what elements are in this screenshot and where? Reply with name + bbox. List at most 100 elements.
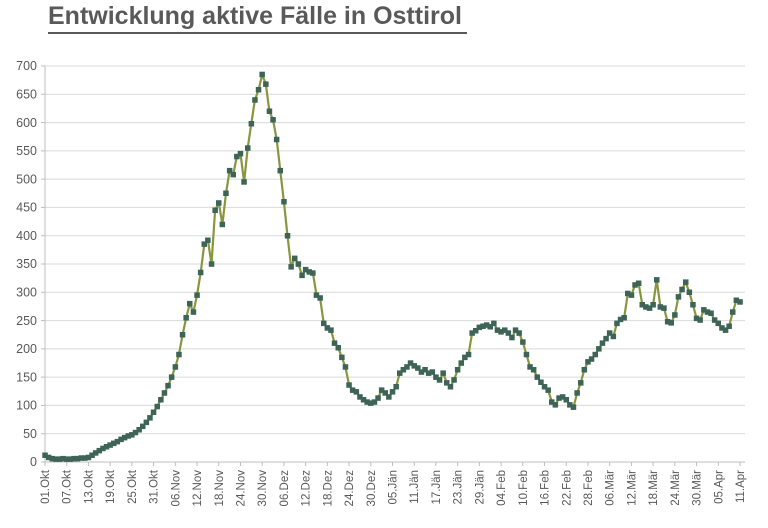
data-point — [281, 199, 287, 205]
data-point — [136, 427, 142, 433]
data-point — [425, 370, 432, 376]
data-point — [473, 328, 479, 334]
data-point — [121, 434, 128, 441]
y-tick-label: 600 — [16, 116, 37, 130]
data-point — [668, 320, 674, 326]
data-point — [273, 136, 280, 143]
data-point — [74, 455, 81, 462]
data-point — [302, 266, 309, 273]
data-point — [708, 310, 714, 316]
y-tick-label: 700 — [16, 59, 37, 73]
data-point — [596, 346, 602, 352]
data-point — [610, 333, 617, 340]
data-point — [549, 399, 555, 405]
data-point — [436, 377, 443, 383]
data-point — [617, 316, 624, 323]
x-tick-label: 23.Jän — [453, 470, 465, 505]
data-point — [212, 207, 218, 213]
data-point — [657, 304, 664, 310]
data-point — [730, 309, 736, 315]
data-point — [491, 320, 497, 327]
data-point — [234, 153, 240, 160]
data-point — [161, 390, 168, 396]
data-point — [603, 335, 609, 342]
data-point — [364, 399, 370, 405]
data-point — [335, 345, 341, 351]
chart-title-text: Entwicklung aktive Fälle in Osttirol — [48, 2, 467, 34]
data-point — [701, 307, 707, 313]
data-point — [342, 364, 349, 370]
data-point — [183, 315, 189, 321]
data-point — [683, 279, 689, 285]
x-tick-label: 18.Mär — [648, 470, 660, 506]
data-point — [530, 367, 537, 373]
data-point — [154, 403, 160, 410]
data-point — [353, 389, 360, 395]
data-point — [389, 389, 396, 395]
data-point — [418, 369, 425, 375]
data-point — [505, 330, 512, 336]
data-point — [483, 322, 490, 328]
data-point — [628, 292, 635, 298]
x-tick-label: 13.Okt — [83, 469, 95, 504]
data-point — [570, 404, 577, 410]
data-point — [277, 167, 283, 174]
data-point — [451, 377, 457, 383]
x-tick-label: 12.Mär — [626, 470, 638, 506]
data-point — [621, 315, 627, 321]
data-point — [107, 442, 113, 448]
data-point — [259, 71, 265, 78]
data-point — [578, 380, 584, 386]
data-point — [299, 272, 305, 279]
x-tick-label: 22.Feb — [561, 470, 573, 506]
data-point — [360, 397, 367, 403]
data-point — [592, 351, 598, 358]
data-point — [190, 309, 197, 315]
x-tick-label: 07.Okt — [62, 469, 74, 504]
data-point — [404, 364, 410, 370]
data-point — [599, 340, 606, 346]
data-point — [49, 455, 55, 462]
data-point — [143, 419, 150, 426]
data-point — [581, 367, 588, 373]
data-point — [237, 150, 244, 157]
page-title: Entwicklung aktive Fälle in Osttirol — [48, 2, 467, 34]
data-point — [693, 315, 700, 322]
data-point — [686, 289, 693, 295]
data-point — [509, 334, 515, 341]
data-point — [371, 399, 378, 405]
data-point — [541, 384, 548, 390]
data-point — [556, 395, 562, 401]
data-point — [270, 117, 276, 123]
data-point — [255, 87, 262, 93]
y-tick-label: 550 — [16, 144, 37, 158]
data-point — [85, 454, 92, 461]
data-point — [331, 340, 338, 346]
data-point — [313, 292, 320, 298]
data-point — [378, 387, 385, 393]
data-point — [346, 382, 352, 388]
data-point — [263, 81, 269, 87]
x-tick-label: 12.Dez — [301, 470, 313, 507]
data-point — [71, 455, 77, 462]
x-tick-label: 06.Nov — [170, 470, 182, 507]
data-point — [96, 447, 102, 454]
data-point — [502, 327, 508, 333]
data-point — [168, 374, 175, 380]
data-point — [433, 374, 439, 380]
data-point — [458, 360, 464, 366]
data-point — [523, 351, 530, 358]
data-point — [56, 456, 63, 462]
x-tick-label: 18.Nov — [214, 470, 226, 507]
y-tick-label: 400 — [16, 229, 37, 243]
x-tick-label: 06.Mär — [605, 470, 617, 506]
y-tick-label: 500 — [16, 172, 37, 186]
data-point — [42, 452, 48, 458]
data-point — [241, 179, 247, 185]
data-point — [422, 367, 428, 373]
data-point — [643, 304, 649, 310]
x-tick-label: 10.Feb — [518, 470, 530, 506]
data-point — [527, 364, 533, 370]
